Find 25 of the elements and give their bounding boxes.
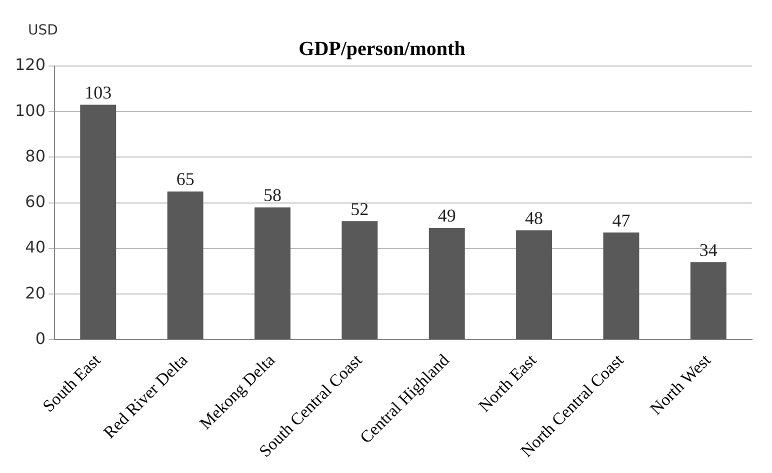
y-tick-label: 40 [25, 238, 46, 257]
y-tick-label: 60 [25, 192, 46, 212]
y-tick-label: 100 [14, 100, 46, 120]
y-tick-label: 80 [25, 146, 46, 166]
data-label: 49 [438, 206, 456, 226]
chart-title: GDP/person/month [298, 38, 466, 60]
bar [167, 191, 204, 340]
data-label: 34 [699, 240, 718, 260]
bar [80, 104, 116, 340]
data-label: 65 [176, 169, 194, 190]
data-label: 48 [525, 208, 544, 228]
data-label: 52 [350, 198, 369, 219]
y-tick-label: 120 [14, 55, 46, 74]
data-label: 103 [84, 82, 112, 103]
bar [603, 232, 640, 340]
y-tick-label: 0 [35, 328, 46, 348]
bar [342, 221, 378, 340]
data-label: 47 [612, 210, 630, 230]
bar [516, 230, 552, 340]
y-axis-title: USD [28, 22, 58, 39]
bar [254, 207, 290, 340]
y-tick-label: 20 [25, 283, 46, 302]
bar [690, 262, 726, 340]
bar [428, 228, 465, 340]
data-label: 58 [263, 185, 282, 206]
